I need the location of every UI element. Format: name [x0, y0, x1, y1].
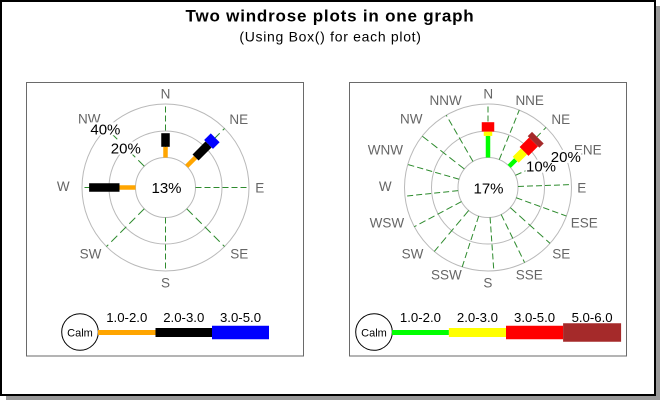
- svg-text:Two windrose plots in one grap: Two windrose plots in one graph: [186, 6, 475, 25]
- svg-text:NNW: NNW: [429, 93, 461, 108]
- svg-text:WNW: WNW: [368, 143, 403, 158]
- svg-text:ESE: ESE: [571, 216, 598, 231]
- svg-text:13%: 13%: [151, 180, 181, 197]
- svg-text:W: W: [379, 179, 392, 194]
- svg-text:S: S: [161, 275, 170, 290]
- svg-text:2.0-3.0: 2.0-3.0: [457, 310, 498, 325]
- svg-text:SSE: SSE: [516, 268, 543, 283]
- svg-text:N: N: [483, 87, 493, 102]
- svg-text:17%: 17%: [473, 181, 503, 198]
- svg-text:W: W: [57, 179, 70, 194]
- svg-text:SE: SE: [230, 247, 248, 262]
- svg-text:Calm: Calm: [361, 327, 387, 339]
- svg-text:1.0-2.0: 1.0-2.0: [106, 310, 147, 325]
- svg-text:SW: SW: [402, 247, 424, 262]
- svg-text:Calm: Calm: [67, 327, 93, 339]
- svg-text:5.0-6.0: 5.0-6.0: [572, 310, 613, 325]
- svg-text:SW: SW: [80, 247, 102, 262]
- svg-text:3.0-5.0: 3.0-5.0: [220, 310, 261, 325]
- svg-text:20%: 20%: [551, 149, 581, 166]
- svg-text:10%: 10%: [526, 159, 556, 176]
- svg-text:20%: 20%: [111, 141, 141, 158]
- svg-text:2.0-3.0: 2.0-3.0: [163, 310, 204, 325]
- svg-text:WSW: WSW: [370, 216, 405, 231]
- svg-text:NNE: NNE: [515, 93, 544, 108]
- svg-text:E: E: [255, 181, 264, 196]
- svg-text:40%: 40%: [90, 121, 120, 138]
- svg-text:NE: NE: [551, 112, 570, 127]
- svg-text:S: S: [483, 275, 492, 290]
- svg-text:E: E: [577, 181, 586, 196]
- svg-text:NE: NE: [229, 112, 248, 127]
- svg-text:NW: NW: [400, 112, 423, 127]
- svg-text:SE: SE: [552, 247, 570, 262]
- svg-text:3.0-5.0: 3.0-5.0: [514, 310, 555, 325]
- svg-text:N: N: [161, 87, 171, 102]
- svg-text:1.0-2.0: 1.0-2.0: [400, 310, 441, 325]
- svg-text:(Using Box() for each plot): (Using Box() for each plot): [239, 29, 421, 45]
- svg-text:SSW: SSW: [431, 268, 462, 283]
